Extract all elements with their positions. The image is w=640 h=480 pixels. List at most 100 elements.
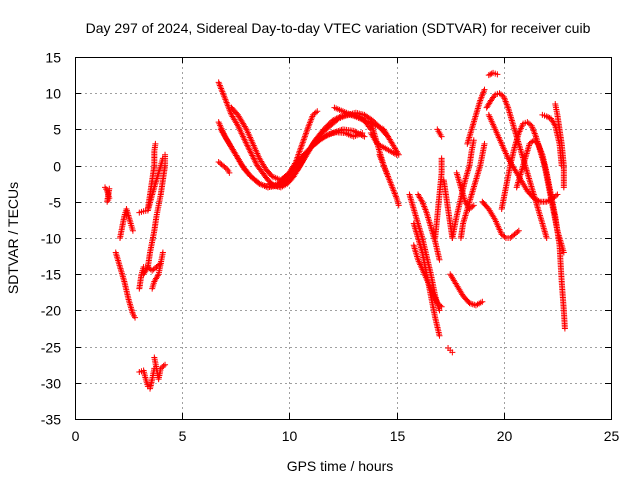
data-point <box>560 184 567 191</box>
data-point <box>252 159 259 166</box>
series-s30 <box>449 137 477 241</box>
data-point <box>248 151 255 158</box>
series-s28 <box>447 271 486 309</box>
series-s01 <box>102 184 113 205</box>
x-axis-label: GPS time / hours <box>287 458 394 474</box>
data-point <box>162 151 169 158</box>
data-point <box>491 93 498 100</box>
series-s31 <box>457 140 488 241</box>
data-point <box>160 362 167 369</box>
data-point <box>162 361 169 368</box>
data-point <box>485 72 492 79</box>
data-point <box>514 228 521 235</box>
data-point <box>438 303 445 310</box>
data-point <box>438 155 445 162</box>
data-point <box>129 227 136 234</box>
x-tick-label: 20 <box>497 428 513 444</box>
x-tick-label: 10 <box>282 428 298 444</box>
y-tick-label: -25 <box>41 340 61 356</box>
y-tick-label: -5 <box>49 195 62 211</box>
data-point <box>314 108 321 115</box>
y-tick-label: -35 <box>41 412 61 428</box>
data-point <box>385 173 392 180</box>
data-point <box>470 202 477 209</box>
series-s34 <box>485 69 501 79</box>
y-tick-label: -20 <box>41 303 61 319</box>
plot-frame <box>75 57 612 420</box>
data-point <box>159 249 166 256</box>
data-point <box>481 140 488 147</box>
data-point <box>312 109 319 116</box>
series-s05 <box>144 140 159 213</box>
y-tick-label: 10 <box>45 86 61 102</box>
series-s27 <box>445 345 456 356</box>
data-point <box>501 233 508 240</box>
data-point <box>561 325 568 332</box>
data-point <box>395 202 402 209</box>
y-tick-label: -30 <box>41 376 61 392</box>
series-s33 <box>464 86 488 147</box>
y-tick-label: -10 <box>41 231 61 247</box>
data-point <box>543 235 550 241</box>
data-point <box>554 191 561 198</box>
data-point <box>436 332 443 339</box>
data-point <box>154 272 161 279</box>
series-s41 <box>552 101 567 191</box>
y-tick-label: 5 <box>53 122 61 138</box>
data-point <box>222 165 229 172</box>
data-point <box>243 140 250 147</box>
series-s25 <box>432 155 445 241</box>
series-s19 <box>367 130 400 158</box>
x-tick-label: 25 <box>604 428 620 444</box>
data-point <box>252 158 259 165</box>
data-point <box>242 124 249 131</box>
series-s08 <box>149 249 166 292</box>
series-s39 <box>513 137 568 332</box>
data-point <box>494 71 501 78</box>
y-axis-label: SDTVAR / TECUs <box>5 182 21 294</box>
data-point <box>132 314 139 321</box>
y-tick-label: 15 <box>45 50 61 66</box>
data-point <box>361 133 368 140</box>
series-s14 <box>228 104 321 184</box>
data-point <box>249 152 256 159</box>
data-point <box>479 298 486 305</box>
data-point <box>436 256 443 263</box>
data-point <box>449 349 456 356</box>
y-tick-label: 0 <box>53 159 61 175</box>
data-point <box>469 203 476 210</box>
data-point <box>487 71 494 78</box>
data-point <box>545 114 552 121</box>
data-point <box>144 265 151 272</box>
chart-title: Day 297 of 2024, Sidereal Day-to-day VTE… <box>86 20 591 36</box>
series-s32 <box>453 169 477 213</box>
data-point <box>437 302 444 309</box>
series-s15 <box>215 158 233 176</box>
data-point <box>436 307 443 314</box>
data-point <box>244 143 251 150</box>
data-point <box>418 197 425 204</box>
series-s03 <box>117 206 136 241</box>
series-s23 <box>410 242 445 310</box>
series-s36 <box>485 111 561 205</box>
data-marks <box>102 69 568 392</box>
series-s37 <box>479 198 522 241</box>
data-point <box>250 155 257 162</box>
data-point <box>251 156 258 163</box>
data-point <box>245 145 252 152</box>
data-point <box>247 149 254 156</box>
data-point <box>438 133 445 140</box>
x-tick-label: 15 <box>390 428 406 444</box>
data-point <box>152 140 159 147</box>
series-s10 <box>151 354 169 383</box>
data-point <box>246 146 253 153</box>
data-point <box>515 227 522 234</box>
data-point <box>560 249 567 256</box>
data-point <box>106 185 113 192</box>
x-tick-label: 0 <box>72 428 80 444</box>
y-tick-label: -15 <box>41 267 61 283</box>
series-s20 <box>376 151 392 180</box>
x-tick-label: 5 <box>179 428 187 444</box>
series-s26 <box>434 126 445 140</box>
